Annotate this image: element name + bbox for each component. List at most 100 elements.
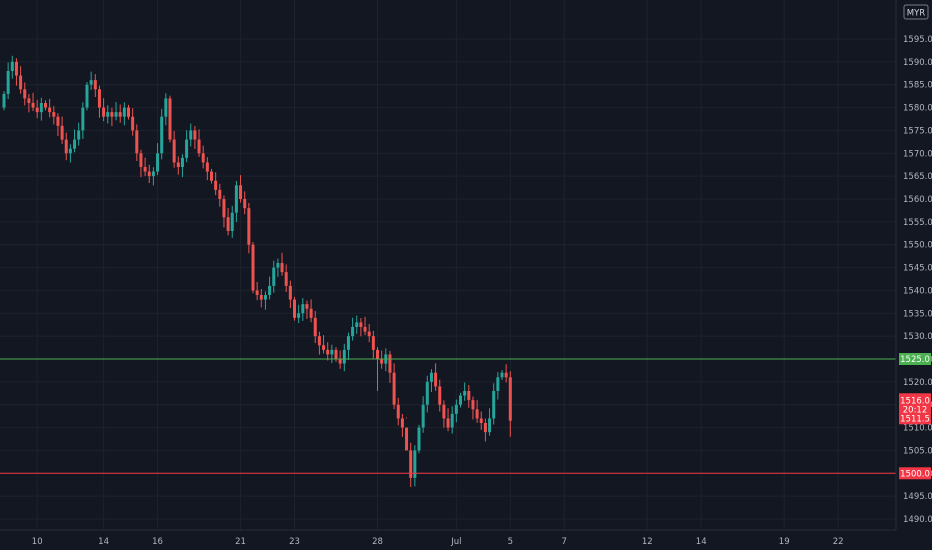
price-tick-label: 1590.0 xyxy=(903,58,932,68)
time-tick-label: 19 xyxy=(779,537,790,547)
candle-body xyxy=(201,153,205,163)
candle-body xyxy=(446,418,450,428)
candle-body xyxy=(504,372,508,378)
candle-body xyxy=(434,372,438,387)
candle-body xyxy=(44,103,47,108)
price-tick-label: 1510.0 xyxy=(903,424,932,434)
candle-body xyxy=(156,153,160,172)
candle-body xyxy=(14,61,18,76)
time-tick-label: 14 xyxy=(98,537,109,547)
time-tick-label: 12 xyxy=(642,537,653,547)
price-tick-label: 1570.0 xyxy=(903,149,932,159)
time-tick-label: 14 xyxy=(696,537,707,547)
candle-body xyxy=(392,372,396,405)
candle-body xyxy=(272,267,276,286)
candle-body xyxy=(239,185,243,199)
candle-body xyxy=(60,125,64,140)
candle-body xyxy=(172,139,176,163)
candle-body xyxy=(425,381,429,405)
candle-body xyxy=(73,139,77,149)
time-tick-label: 23 xyxy=(289,537,300,547)
candle-body xyxy=(268,285,272,295)
candle-body xyxy=(77,130,81,140)
candle-body xyxy=(197,139,201,154)
candle-body xyxy=(259,295,263,300)
candle-body xyxy=(309,308,313,318)
price-tick-label: 1580.0 xyxy=(903,104,932,114)
candle-body xyxy=(396,404,400,419)
candle-body xyxy=(301,304,305,314)
price-tick-label: 1575.0 xyxy=(903,126,932,136)
horizontal-line-tag xyxy=(899,467,931,480)
current-price-text: 1516.0 xyxy=(900,396,930,406)
candle-body xyxy=(334,349,338,359)
price-tick-label: 1535.0 xyxy=(903,309,932,319)
candle-body xyxy=(363,327,367,332)
candle-body xyxy=(143,167,147,172)
candle-body xyxy=(305,304,309,309)
candle-body xyxy=(218,189,222,199)
candle-body xyxy=(210,171,213,181)
candle-body xyxy=(139,153,143,167)
candle-body xyxy=(64,139,68,154)
candle-body xyxy=(326,349,330,355)
candle-body xyxy=(6,71,10,94)
candle-body xyxy=(330,349,334,355)
currency-label[interactable]: MYR xyxy=(903,4,929,20)
time-axis[interactable]: 10 14 16 21 23 28 Jul 5 7 12 14 19 22 xyxy=(32,537,844,547)
candle-body xyxy=(222,199,226,218)
candle-body xyxy=(492,391,496,419)
candle-body xyxy=(454,404,458,414)
candle-body xyxy=(459,395,462,405)
candle-body xyxy=(31,103,35,108)
candle-body xyxy=(450,413,454,428)
candle-body xyxy=(189,130,193,140)
horizontal-lines[interactable] xyxy=(0,358,896,474)
time-tick-label: Jul xyxy=(450,537,461,547)
candle-body xyxy=(405,427,409,451)
time-tick-label: 5 xyxy=(508,537,513,547)
candle-body xyxy=(400,418,404,428)
candle-body xyxy=(263,295,267,300)
candle-body xyxy=(313,317,317,337)
time-tick-label: 10 xyxy=(32,537,43,547)
candles xyxy=(2,55,512,487)
candle-body xyxy=(48,107,52,113)
candle-body xyxy=(10,61,14,71)
candle-body xyxy=(276,263,280,268)
currency-label-box xyxy=(903,4,929,20)
countdown-text: 20:12 xyxy=(903,405,928,415)
candle-body xyxy=(114,112,118,117)
price-tick-label: 1540.0 xyxy=(903,286,932,296)
candle-body xyxy=(371,336,375,350)
candle-body xyxy=(288,285,292,300)
candle-body xyxy=(214,180,218,190)
candle-body xyxy=(93,80,97,90)
candle-body xyxy=(429,372,433,382)
currency-label-text: MYR xyxy=(907,9,926,19)
time-tick-label: 16 xyxy=(152,537,163,547)
candle-body xyxy=(342,349,346,364)
candle-body xyxy=(479,418,483,423)
candle-body xyxy=(110,112,114,117)
price-tick-label: 1520.0 xyxy=(903,378,932,388)
candle-body xyxy=(293,299,296,318)
candle-body xyxy=(359,322,363,327)
last-close-text: 1511.5 xyxy=(900,414,930,424)
candle-body xyxy=(388,354,392,373)
candle-body xyxy=(317,336,321,346)
candle-body xyxy=(23,89,27,99)
candle-body xyxy=(380,359,384,364)
candle-body xyxy=(438,386,442,405)
candle-body xyxy=(68,148,72,154)
candle-body xyxy=(500,372,504,378)
candle-body xyxy=(89,80,93,85)
candle-body xyxy=(280,263,284,273)
candle-body xyxy=(463,391,467,396)
candle-body xyxy=(168,98,172,140)
candle-body xyxy=(230,212,234,231)
candle-body xyxy=(251,244,255,291)
candle-body xyxy=(81,107,85,131)
